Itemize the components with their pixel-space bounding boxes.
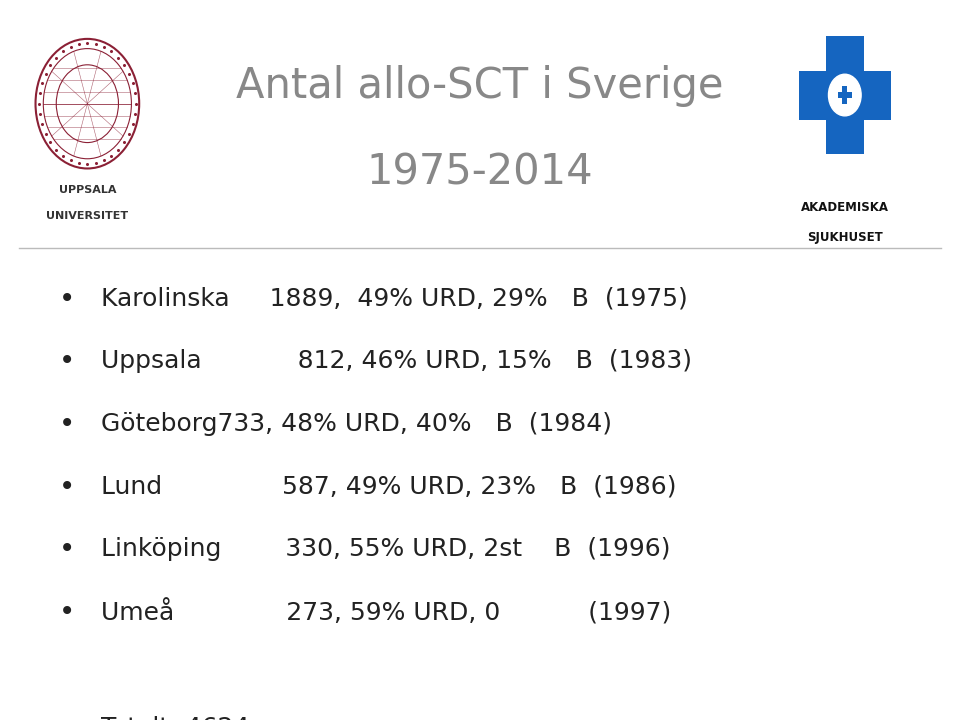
Text: •: •	[60, 348, 75, 375]
Text: Totalt: 4624: Totalt: 4624	[101, 716, 250, 720]
Circle shape	[828, 74, 861, 116]
Text: Göteborg733, 48% URD, 40%   B  (1984): Göteborg733, 48% URD, 40% B (1984)	[101, 412, 612, 436]
Bar	[826, 36, 864, 154]
Text: SJUKHUSET: SJUKHUSET	[807, 230, 882, 243]
Text: 1975-2014: 1975-2014	[367, 152, 593, 194]
Text: Lund               587, 49% URD, 23%   B  (1986): Lund 587, 49% URD, 23% B (1986)	[101, 474, 676, 499]
Bar	[842, 86, 848, 104]
Bar	[838, 92, 852, 98]
Text: •: •	[60, 410, 75, 438]
Text: Karolinska     1889,  49% URD, 29%   B  (1975): Karolinska 1889, 49% URD, 29% B (1975)	[101, 287, 687, 311]
Text: •: •	[60, 285, 75, 312]
Text: Umeå              273, 59% URD, 0           (1997): Umeå 273, 59% URD, 0 (1997)	[101, 599, 671, 625]
Text: •: •	[60, 536, 75, 563]
Text: Linköping        330, 55% URD, 2st    B  (1996): Linköping 330, 55% URD, 2st B (1996)	[101, 537, 670, 562]
Bar	[799, 71, 891, 120]
Text: UPPSALA: UPPSALA	[59, 185, 116, 195]
Text: Antal allo-SCT i Sverige: Antal allo-SCT i Sverige	[236, 66, 724, 107]
Text: Uppsala            812, 46% URD, 15%   B  (1983): Uppsala 812, 46% URD, 15% B (1983)	[101, 349, 692, 374]
Text: AKADEMISKA: AKADEMISKA	[801, 201, 889, 214]
Text: •: •	[60, 598, 75, 626]
Text: •: •	[60, 714, 75, 720]
Text: UNIVERSITET: UNIVERSITET	[46, 211, 129, 221]
Text: •: •	[60, 473, 75, 500]
